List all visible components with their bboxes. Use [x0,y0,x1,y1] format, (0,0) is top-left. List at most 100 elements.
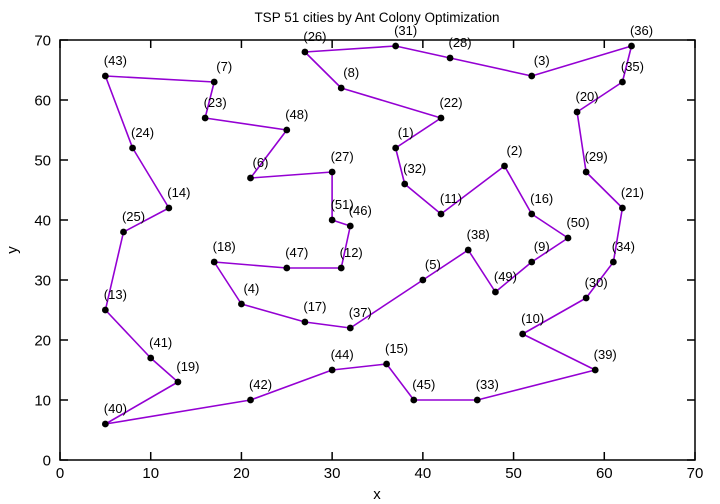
x-tick-label: 70 [687,465,704,482]
city-label-36: (36) [630,23,653,38]
city-point-23 [201,114,209,122]
city-point-38 [464,246,472,254]
city-label-13: (13) [104,287,127,302]
city-point-7 [210,78,218,86]
city-point-37 [346,324,354,332]
city-label-22: (22) [439,95,462,110]
city-point-46 [346,222,354,230]
tour-series-layer: (1) (2) (3) (4) (5) (6) (7) (8) (9) (10) (11) (12) (… [101,23,653,428]
city-label-33: (33) [476,377,499,392]
city-point-45 [410,396,418,404]
city-label-37: (37) [349,305,372,320]
city-label-5: (5) [425,257,441,272]
y-tick-label: 40 [34,213,51,230]
city-point-40 [101,420,109,428]
city-label-7: (7) [216,59,232,74]
city-label-2: (2) [507,143,523,158]
city-point-2 [501,162,508,170]
city-point-50 [564,234,572,242]
city-point-20 [573,108,581,116]
city-point-41 [147,354,155,362]
city-label-14: (14) [167,185,190,200]
city-label-34: (34) [612,239,635,254]
city-point-6 [247,174,254,182]
x-tick-label: 30 [324,465,341,482]
x-tick-label: 10 [142,465,159,482]
city-point-43 [101,72,109,80]
city-label-24: (24) [131,125,154,140]
city-label-8: (8) [343,65,359,80]
city-point-33 [473,396,481,404]
city-point-11 [437,210,445,218]
x-tick-label: 0 [56,465,64,482]
axes-layer: 0 10 20 30 40 50 60 70 0 10 20 30 40 50 60 70 [34,33,703,483]
x-tick-label: 40 [415,465,432,482]
city-point-12 [337,264,345,272]
city-point-39 [591,366,599,374]
city-point-29 [582,168,590,176]
x-tick-label: 20 [233,465,250,482]
city-label-50: (50) [566,215,589,230]
y-tick-label: 30 [34,273,51,290]
city-label-39: (39) [594,347,617,362]
y-axis-label: y [4,246,21,254]
city-label-28: (28) [449,35,472,50]
city-label-21: (21) [621,185,644,200]
city-point-18 [210,258,218,266]
city-point-17 [301,318,309,326]
chart-title: TSP 51 cities by Ant Colony Optimization [254,10,499,25]
city-label-38: (38) [467,227,490,242]
city-label-20: (20) [576,89,599,104]
city-label-9: (9) [534,239,550,254]
city-point-16 [528,210,536,218]
city-point-49 [492,288,499,296]
city-point-26 [301,48,309,56]
city-point-19 [174,378,182,386]
city-label-35: (35) [621,59,644,74]
x-tick-label: 50 [505,465,522,482]
city-label-49: (49) [494,269,517,284]
x-tick-label: 60 [596,465,613,482]
y-tick-label: 60 [34,93,51,110]
city-label-47: (47) [285,245,308,260]
city-label-32: (32) [403,161,426,176]
city-point-9 [528,258,536,266]
city-point-3 [528,72,536,80]
y-tick-label: 20 [34,333,51,350]
y-tick-label: 70 [34,33,51,50]
city-point-48 [283,126,291,134]
city-point-24 [129,144,136,152]
y-tick-label: 50 [34,153,51,170]
city-label-29: (29) [585,149,608,164]
city-label-41: (41) [149,335,172,350]
city-point-42 [247,396,254,404]
city-point-35 [619,78,626,86]
city-label-19: (19) [176,359,199,374]
city-point-5 [419,276,427,284]
city-label-27: (27) [331,149,354,164]
city-label-3: (3) [534,53,550,68]
city-point-32 [401,180,409,188]
city-label-42: (42) [249,377,272,392]
city-point-31 [392,42,400,50]
city-point-36 [628,42,635,50]
city-label-43: (43) [104,53,127,68]
city-label-31: (31) [394,23,417,38]
city-label-45: (45) [412,377,435,392]
city-label-48: (48) [285,107,308,122]
plot-frame [59,39,696,461]
city-point-44 [328,366,336,374]
city-label-44: (44) [331,347,354,362]
city-label-40: (40) [104,401,127,416]
city-label-1: (1) [398,125,414,140]
city-label-26: (26) [303,29,326,44]
tour-path [104,45,633,425]
city-label-51: (51) [331,197,354,212]
city-point-15 [383,360,390,368]
city-point-1 [392,144,400,152]
city-point-30 [582,294,590,302]
city-point-4 [238,300,245,308]
city-label-16: (16) [530,191,553,206]
city-label-25: (25) [122,209,145,224]
